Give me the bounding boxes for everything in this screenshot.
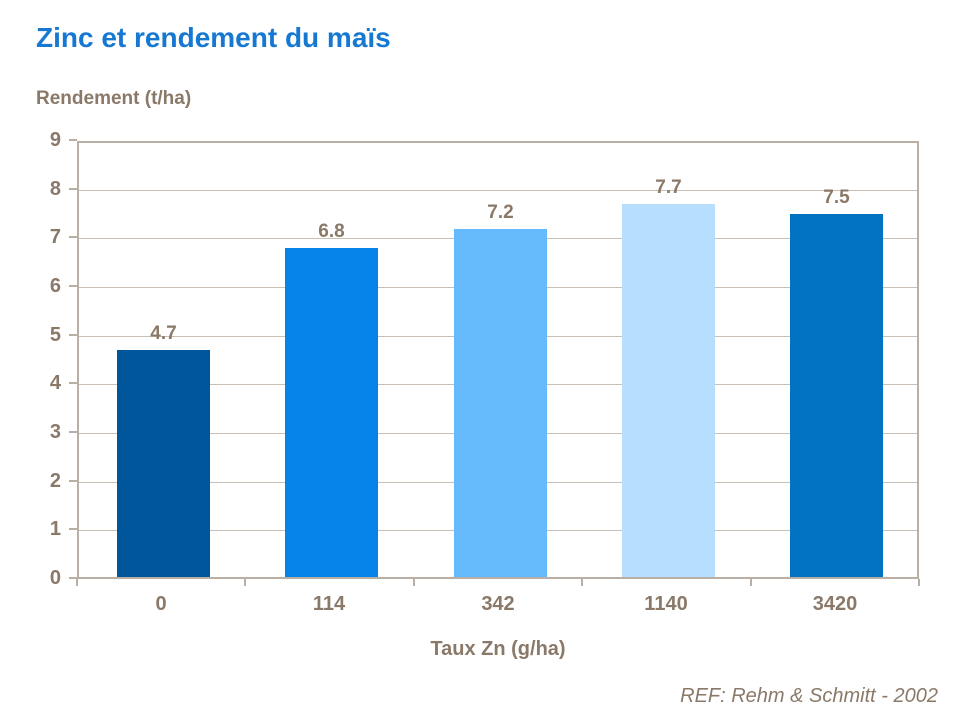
y-tick-label-9: 9 <box>49 129 61 151</box>
reference-text: REF: Rehm & Schmitt - 2002 <box>680 685 938 707</box>
y-tick-mark <box>69 577 77 579</box>
bar-1140 <box>622 204 715 577</box>
y-tick-mark <box>69 334 77 336</box>
y-tick-mark <box>69 188 77 190</box>
y-tick-label-1: 1 <box>49 518 61 540</box>
bar-value-label: 4.7 <box>150 323 177 344</box>
y-tick-label-4: 4 <box>49 372 61 394</box>
bar-value-label: 7.7 <box>655 177 682 198</box>
y-tick-mark <box>69 480 77 482</box>
x-tick-mark <box>244 579 246 586</box>
x-tick-mark <box>76 579 78 586</box>
plot-area: 4.7 6.8 7.2 7.7 7.5 <box>77 141 919 579</box>
x-tick-mark <box>750 579 752 586</box>
bar-value-label: 6.8 <box>318 221 345 242</box>
y-tick-label-2: 2 <box>49 470 61 492</box>
x-tick-mark <box>581 579 583 586</box>
bar-value-label: 7.5 <box>823 187 850 208</box>
x-tick-label-1140: 1140 <box>644 593 688 615</box>
bar-value-label: 7.2 <box>487 202 514 223</box>
bar-3420 <box>790 214 883 577</box>
y-tick-label-5: 5 <box>49 324 61 346</box>
y-tick-label-8: 8 <box>49 178 61 200</box>
y-tick-label-6: 6 <box>49 275 61 297</box>
chart-title: Zinc et rendement du maïs <box>36 22 391 53</box>
y-tick-mark <box>69 236 77 238</box>
x-tick-label-0: 0 <box>155 593 167 615</box>
bar-114 <box>285 248 378 577</box>
y-tick-mark <box>69 528 77 530</box>
y-tick-label-0: 0 <box>49 567 61 589</box>
x-tick-mark <box>413 579 415 586</box>
y-tick-mark <box>69 431 77 433</box>
y-tick-mark <box>69 382 77 384</box>
x-tick-label-342: 342 <box>481 593 515 615</box>
y-tick-label-7: 7 <box>49 226 61 248</box>
x-tick-label-114: 114 <box>312 593 346 615</box>
y-tick-mark <box>69 285 77 287</box>
y-tick-mark <box>69 139 77 141</box>
bar-0 <box>117 350 210 577</box>
y-axis-title: Rendement (t/ha) <box>36 88 192 109</box>
gridline-y8 <box>79 190 917 191</box>
x-axis-title: Taux Zn (g/ha) <box>430 638 566 660</box>
bar-342 <box>454 229 547 577</box>
x-tick-label-3420: 3420 <box>812 593 858 615</box>
x-tick-mark <box>918 579 920 586</box>
y-tick-label-3: 3 <box>49 421 61 443</box>
